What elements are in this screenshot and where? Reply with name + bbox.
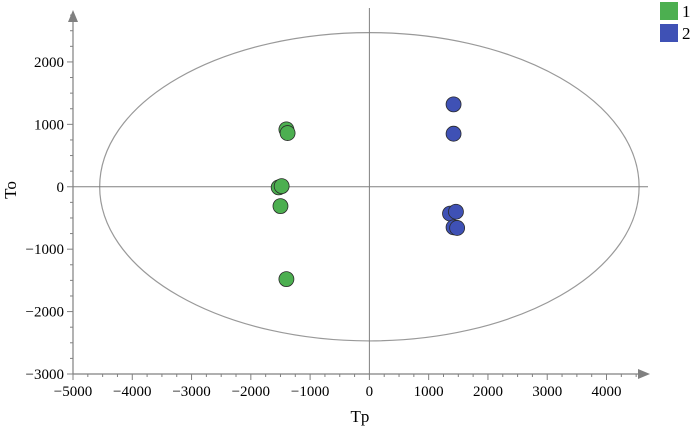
data-points (270, 96, 466, 288)
data-point-series-1 (272, 198, 289, 215)
x-tick-label: −1000 (291, 384, 329, 400)
data-point-series-2 (445, 96, 462, 113)
x-tick-labels: −5000 −4000 −3000 −2000 −1000 0 1000 2000 3000 40… (54, 384, 622, 400)
data-point-series-1 (273, 178, 290, 195)
x-tick-label: 4000 (592, 384, 622, 400)
y-tick-labels: −3000 −2000 −1000 0 1000 2000 (26, 55, 64, 383)
data-point-series-2 (445, 125, 462, 142)
legend-label-1: 1 (682, 2, 691, 21)
axes (67, 10, 650, 380)
y-tick-label: 2000 (34, 55, 64, 71)
y-tick-label: −1000 (26, 242, 64, 258)
legend-label-2: 2 (682, 24, 691, 43)
legend: 12 (660, 2, 691, 43)
y-tick-label: −2000 (26, 305, 64, 321)
y-axis-arrow (68, 10, 78, 22)
x-tick-label: 3000 (532, 384, 562, 400)
x-tick-label: −3000 (172, 384, 210, 400)
legend-swatch-1 (660, 2, 678, 20)
x-tick-label: −2000 (232, 384, 270, 400)
data-point-series-1 (279, 125, 296, 141)
legend-swatch-2 (660, 24, 678, 42)
data-point-series-2 (449, 220, 466, 236)
y-axis-title: To (1, 181, 20, 199)
x-axis-arrow (638, 369, 650, 379)
data-point-series-1 (278, 271, 295, 288)
zero-lines (73, 8, 648, 374)
x-tick-label: −4000 (113, 384, 151, 400)
x-axis-title: Tp (351, 407, 370, 426)
y-tick-label: −3000 (26, 367, 64, 383)
x-tick-label: 0 (366, 384, 374, 400)
y-tick-label: 1000 (34, 117, 64, 133)
x-tick-label: 2000 (473, 384, 503, 400)
data-point-series-2 (448, 203, 464, 220)
y-tick-label: 0 (57, 180, 65, 196)
x-tick-label: 1000 (414, 384, 444, 400)
x-tick-label: −5000 (54, 384, 92, 400)
